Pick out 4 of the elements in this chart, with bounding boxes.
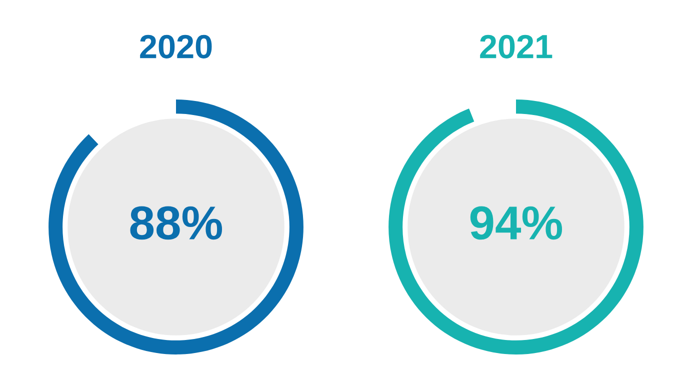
chart-title: 2021	[480, 34, 552, 58]
data-label: 88%	[130, 206, 222, 240]
chart-title: 2020	[140, 34, 212, 58]
data-label: 94%	[470, 206, 562, 240]
